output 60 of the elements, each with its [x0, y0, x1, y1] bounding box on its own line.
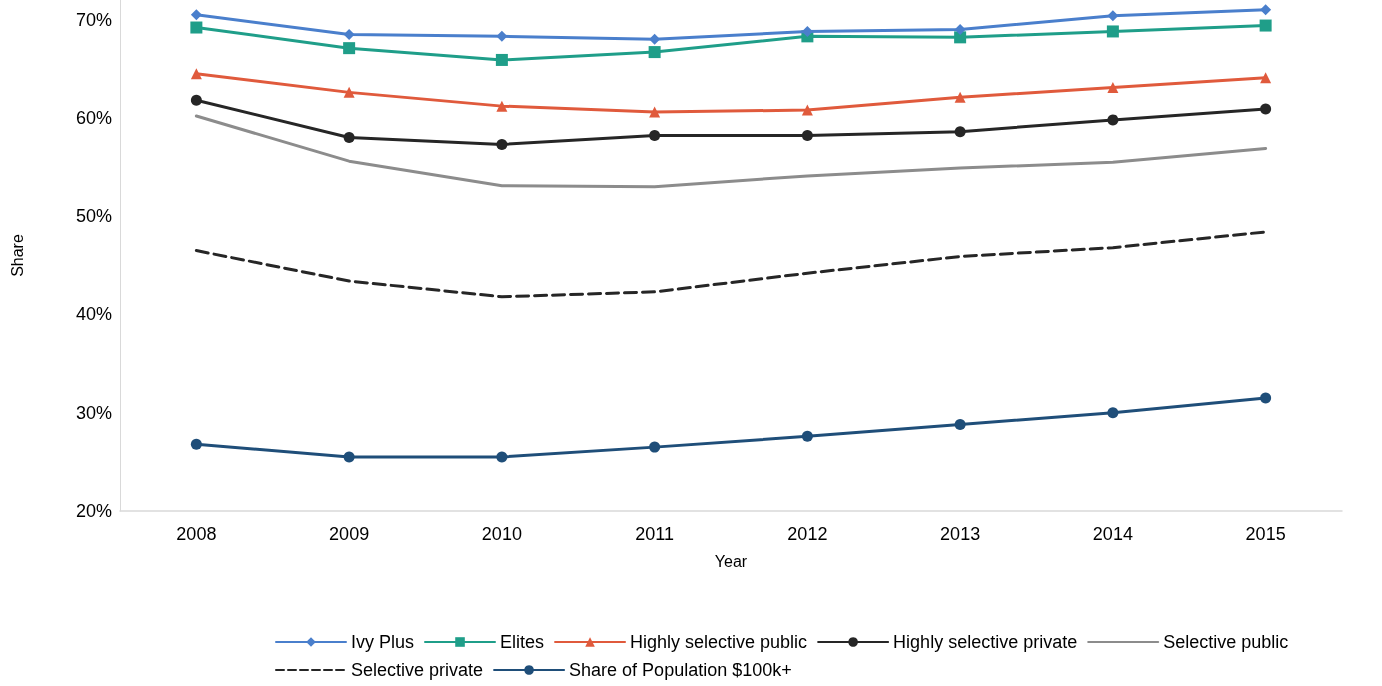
point — [1107, 114, 1119, 126]
point — [954, 23, 966, 35]
point — [1260, 103, 1272, 115]
point — [954, 91, 966, 103]
point — [343, 86, 355, 98]
point — [190, 21, 203, 34]
point — [1106, 25, 1119, 38]
point — [1260, 4, 1272, 16]
x-tick-label: 2012 — [787, 524, 828, 544]
point — [343, 132, 355, 144]
point — [1260, 392, 1272, 404]
point — [190, 9, 202, 21]
legend-label: Selective private — [351, 660, 484, 680]
point — [801, 130, 813, 142]
legend-label: Ivy Plus — [351, 632, 415, 652]
legend-label: Highly selective public — [630, 632, 808, 652]
point — [190, 94, 202, 106]
line-series — [194, 230, 1268, 299]
point — [496, 100, 508, 112]
point — [801, 104, 813, 116]
line-series — [194, 114, 1268, 189]
point — [648, 46, 661, 59]
point — [1107, 407, 1119, 419]
x-tick-label: 2015 — [1245, 524, 1286, 544]
legend-label: Elites — [500, 632, 545, 652]
point — [649, 106, 661, 118]
legend-label: Selective public — [1163, 632, 1289, 652]
point — [495, 53, 508, 66]
y-tick-label: 50% — [75, 206, 112, 227]
y-tick-label: 70% — [75, 9, 112, 30]
point — [343, 28, 355, 40]
point — [649, 441, 661, 453]
point — [190, 68, 202, 80]
point — [496, 138, 508, 150]
y-axis-title: Share — [8, 234, 26, 277]
point — [190, 438, 202, 450]
y-tick-label: 60% — [75, 107, 112, 128]
point — [1107, 81, 1119, 93]
legend-label: Highly selective private — [893, 632, 1078, 652]
point — [1260, 72, 1272, 84]
y-tick-label: 20% — [75, 501, 112, 521]
point — [649, 33, 661, 45]
point — [801, 430, 813, 442]
x-tick-label: 2009 — [329, 524, 370, 544]
point — [343, 42, 356, 55]
x-tick-label: 2013 — [940, 524, 981, 544]
point — [954, 419, 966, 431]
x-tick-label: 2008 — [176, 524, 217, 544]
legend-label: Share of Population $100k+ — [569, 660, 792, 680]
point — [496, 451, 508, 463]
point — [1259, 19, 1272, 32]
point — [954, 126, 966, 138]
y-tick-label: 40% — [75, 304, 112, 325]
x-axis-title: Year — [714, 552, 748, 570]
x-tick-label: 2014 — [1092, 524, 1133, 544]
x-tick-label: 2011 — [635, 524, 674, 544]
point — [343, 451, 355, 463]
x-tick-label: 2010 — [481, 524, 522, 544]
point — [649, 130, 661, 142]
y-tick-label: 30% — [75, 402, 112, 423]
